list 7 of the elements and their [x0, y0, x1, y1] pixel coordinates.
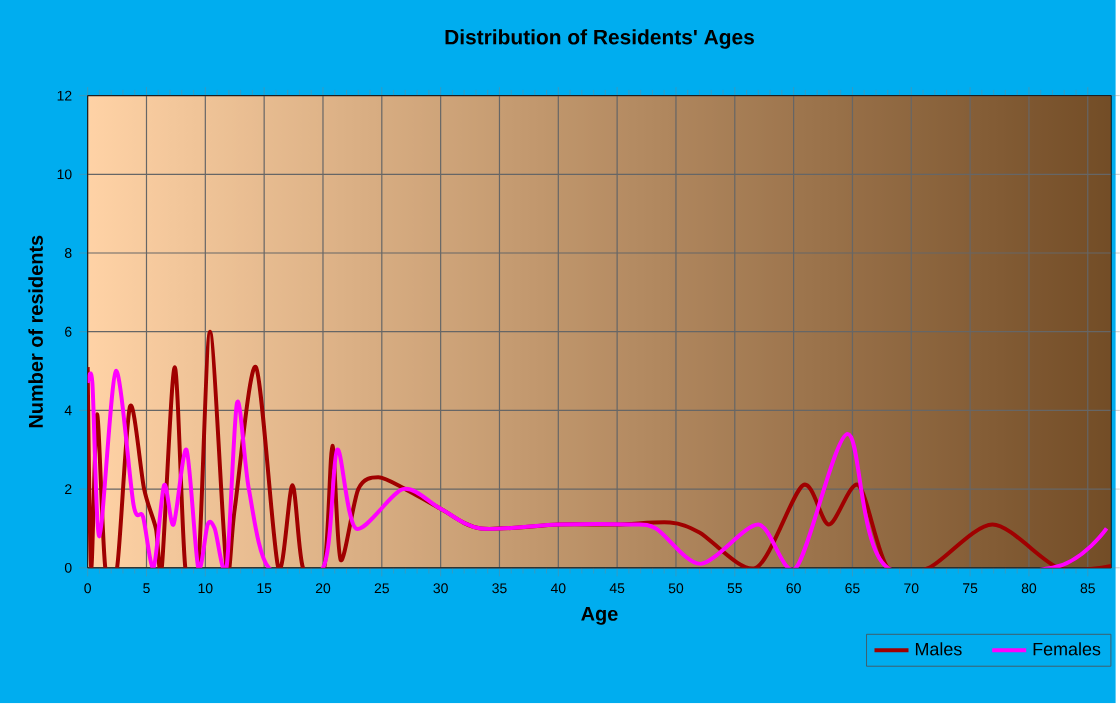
line-series: [87, 369, 1109, 569]
chart-title: Distribution of Residents' Ages: [445, 29, 754, 50]
line-series: [87, 330, 1112, 569]
legend-label: Males: [915, 642, 962, 656]
x-axis-title: Age: [581, 607, 618, 626]
y-axis-title: Number of residents: [28, 236, 43, 428]
legend-label: Females: [1033, 642, 1101, 656]
